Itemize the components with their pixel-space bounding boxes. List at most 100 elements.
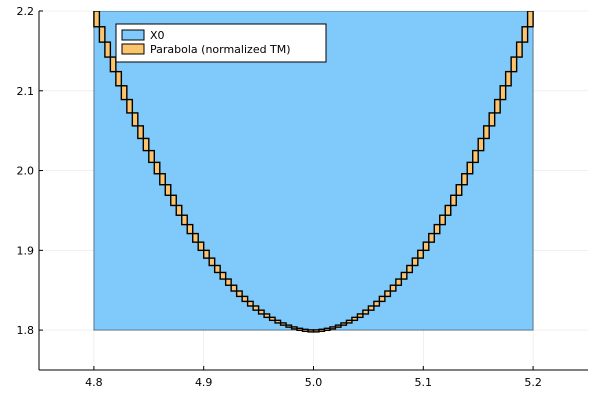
parabola-box — [351, 316, 359, 322]
axes — [38, 10, 588, 371]
parabola-box — [230, 284, 238, 292]
parabola-box — [455, 184, 463, 196]
parabola-box — [175, 204, 183, 216]
parabola-box — [252, 305, 260, 311]
parabola-box — [159, 173, 166, 186]
parabola-box — [219, 271, 227, 280]
parabola-box — [115, 70, 123, 87]
parabola-box — [466, 161, 474, 175]
parabola-box — [181, 214, 188, 226]
parabola-box — [142, 137, 150, 152]
y-tick-label: 2.1 — [17, 85, 35, 98]
parabola-box — [208, 257, 216, 267]
parabola-box — [109, 56, 117, 73]
parabola-box — [263, 313, 271, 319]
parabola-box — [126, 98, 134, 114]
parabola-box — [526, 11, 534, 28]
tick-labels: 4.8 4.9 5.0 5.1 5.2 1.8 1.9 2.0 2.1 2.2 — [17, 5, 542, 389]
parabola-box — [197, 241, 205, 252]
parabola-box — [422, 241, 430, 252]
parabola-box — [499, 85, 507, 101]
parabola-box — [400, 271, 408, 280]
parabola-box — [329, 326, 337, 330]
parabola-box — [477, 137, 485, 152]
parabola-box — [504, 70, 512, 87]
x-tick-label: 4.9 — [195, 376, 213, 389]
parabola-box — [186, 223, 194, 235]
parabola-box — [510, 56, 518, 73]
parabola-box — [246, 300, 254, 307]
parabola-box — [312, 329, 320, 333]
parabola-box — [137, 125, 145, 140]
parabola-box — [257, 309, 265, 315]
parabola-box — [224, 278, 232, 286]
parabola-box — [395, 278, 403, 286]
parabola-box — [482, 125, 490, 140]
y-tick-label: 1.9 — [17, 244, 35, 257]
parabola-box — [345, 319, 353, 324]
parabola-box — [444, 204, 452, 216]
x-tick-label: 4.8 — [85, 376, 103, 389]
parabola-box — [417, 249, 424, 259]
x-tick-label: 5.1 — [415, 376, 433, 389]
legend-swatch — [121, 29, 145, 41]
parabola-box — [461, 173, 468, 186]
x-tick-label: 5.2 — [524, 376, 542, 389]
legend-box — [115, 23, 327, 63]
parabola-box — [356, 313, 364, 319]
parabola-box — [235, 290, 243, 298]
parabola-box — [367, 305, 375, 311]
parabola-box — [93, 11, 101, 28]
parabola-box — [170, 194, 177, 207]
parabola-box — [104, 41, 112, 58]
parabola-box — [307, 329, 315, 333]
parabola-box — [285, 324, 293, 328]
parabola-box — [515, 41, 523, 58]
parabola-box — [153, 161, 161, 175]
parabola-box — [318, 328, 326, 333]
parabola-box — [192, 232, 199, 243]
y-tick-label: 2.2 — [17, 5, 35, 18]
parabola-box — [164, 184, 172, 196]
parabola-box — [279, 322, 287, 326]
y-tick-label: 2.0 — [17, 165, 35, 178]
parabola-box — [389, 284, 397, 292]
legend-label: X0 — [150, 29, 165, 42]
parabola-box — [521, 26, 529, 43]
parabola-box — [323, 327, 331, 332]
parabola-box — [411, 257, 419, 267]
parabola-box — [472, 149, 479, 164]
parabola-box — [290, 326, 298, 330]
legend-label: Parabola (normalized TM) — [150, 43, 291, 56]
parabola-box — [406, 264, 414, 274]
parabola-box — [450, 194, 457, 207]
parabola-box — [98, 26, 106, 43]
parabola-box — [148, 149, 155, 164]
parabola-box — [384, 290, 392, 298]
parabola-box — [428, 232, 435, 243]
parabola-box — [268, 316, 276, 322]
parabola-box — [362, 309, 370, 315]
parabola-box — [202, 249, 210, 259]
parabola-box — [439, 214, 446, 226]
parabola-box — [433, 223, 441, 235]
y-tick-label: 1.8 — [17, 324, 35, 337]
parabola-box — [493, 98, 501, 114]
parabola-box — [213, 264, 221, 274]
parabola-box — [131, 112, 139, 127]
parabola-box — [334, 324, 342, 328]
legend-swatch — [121, 43, 145, 55]
parabola-box — [373, 300, 381, 307]
parabola-box — [488, 112, 496, 127]
parabola-box — [296, 327, 304, 332]
plot-series — [93, 11, 534, 333]
parabola-box — [120, 85, 128, 101]
parabola-box — [241, 295, 249, 303]
parabola-box — [378, 295, 386, 303]
x-tick-label: 5.0 — [305, 376, 323, 389]
parabola-box — [340, 322, 348, 326]
parabola-box — [301, 328, 309, 333]
parabola-box — [274, 319, 282, 324]
